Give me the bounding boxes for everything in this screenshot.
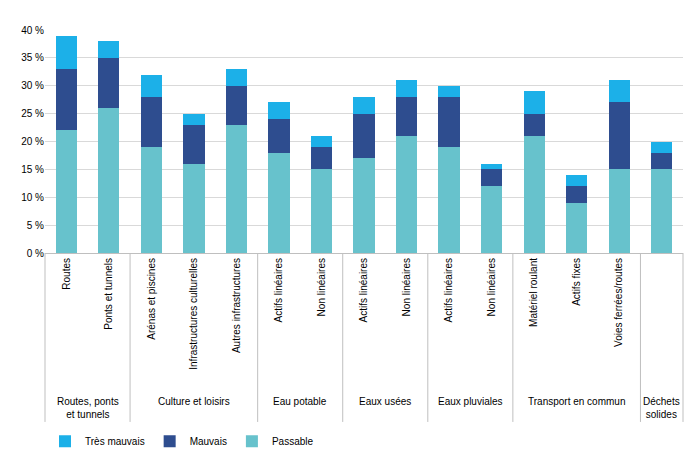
svg-text:Non linéaires: Non linéaires [316, 258, 327, 316]
svg-text:Passable: Passable [272, 436, 314, 447]
svg-text:Eaux pluviales: Eaux pluviales [438, 396, 502, 407]
svg-text:0 %: 0 % [27, 248, 44, 259]
svg-text:Actifs linéaires: Actifs linéaires [358, 258, 369, 322]
svg-text:Autres infrastructures: Autres infrastructures [231, 258, 242, 353]
svg-text:10 %: 10 % [21, 192, 44, 203]
svg-text:Non linéaires: Non linéaires [486, 258, 497, 316]
svg-text:Eaux usées: Eaux usées [359, 396, 411, 407]
svg-text:Actifs fixes: Actifs fixes [571, 258, 582, 306]
svg-text:35 %: 35 % [21, 52, 44, 63]
svg-text:Infrastructures culturelles: Infrastructures culturelles [188, 258, 199, 370]
svg-text:Actifs linéaires: Actifs linéaires [273, 258, 284, 322]
svg-text:40 %: 40 % [21, 25, 44, 36]
svg-text:20 %: 20 % [21, 136, 44, 147]
svg-text:Non linéaires: Non linéaires [401, 258, 412, 316]
svg-text:5 %: 5 % [27, 220, 44, 231]
svg-text:Transport en commun: Transport en commun [528, 396, 625, 407]
svg-text:Déchetssolides: Déchetssolides [643, 396, 680, 420]
svg-text:Matériel roulant: Matériel roulant [528, 258, 539, 327]
svg-text:Culture et loisirs: Culture et loisirs [158, 396, 230, 407]
svg-text:25 %: 25 % [21, 108, 44, 119]
svg-text:Actifs linéaires: Actifs linéaires [443, 258, 454, 322]
svg-text:Arénas et piscines: Arénas et piscines [146, 258, 157, 340]
svg-text:Mauvais: Mauvais [190, 436, 227, 447]
svg-text:30 %: 30 % [21, 80, 44, 91]
svg-text:15 %: 15 % [21, 164, 44, 175]
svg-text:Eau potable: Eau potable [273, 396, 327, 407]
svg-text:Routes: Routes [61, 258, 72, 290]
svg-text:Routes, pontset tunnels: Routes, pontset tunnels [57, 396, 119, 420]
svg-text:Très mauvais: Très mauvais [85, 436, 145, 447]
svg-text:Ponts et tunnels: Ponts et tunnels [103, 258, 114, 330]
svg-text:Voies ferrées/routes: Voies ferrées/routes [613, 258, 624, 347]
